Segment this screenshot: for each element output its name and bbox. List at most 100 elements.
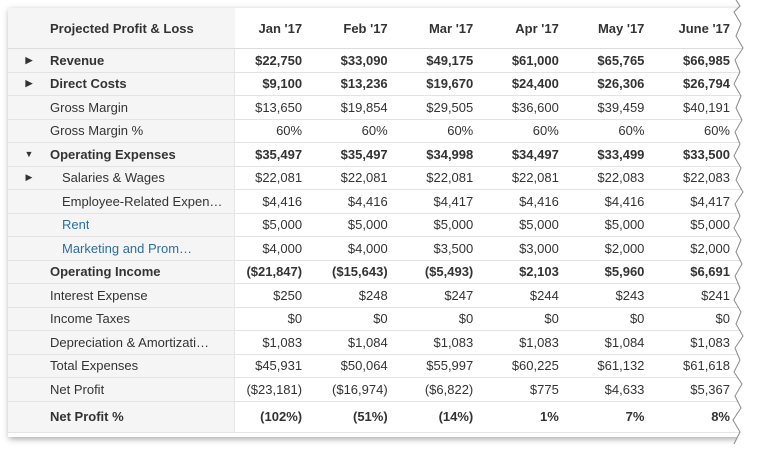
cell-income-taxes-apr: $0 bbox=[491, 307, 577, 331]
caret-right-icon[interactable]: ▶ bbox=[25, 54, 33, 65]
cell-direct-costs-feb: $13,236 bbox=[320, 72, 406, 96]
profit-loss-table: Projected Profit & Loss Jan '17 Feb '17 … bbox=[8, 8, 748, 433]
cell-marketing-mar: $3,500 bbox=[405, 236, 492, 261]
cell-operating-expenses-feb: $35,497 bbox=[320, 142, 406, 167]
row-label-cell[interactable]: ▶ Salaries & Wages bbox=[8, 166, 236, 190]
row-label-rent-link[interactable]: Rent bbox=[62, 217, 90, 233]
cell-direct-costs-june: $26,794 bbox=[662, 72, 748, 96]
cell-net-profit-june: $5,367 bbox=[662, 377, 748, 402]
row-label-direct-costs: Direct Costs bbox=[50, 76, 127, 92]
row-label-cell[interactable]: ▼ Operating Expenses bbox=[8, 142, 236, 167]
cell-net-profit-may: $4,633 bbox=[576, 377, 663, 402]
cell-operating-expenses-may: $33,499 bbox=[576, 142, 663, 167]
row-salaries-wages: ▶ Salaries & Wages $22,081 $22,081 $22,0… bbox=[8, 166, 748, 190]
cell-rent-apr: $5,000 bbox=[491, 213, 577, 237]
row-label-cell[interactable]: ▶ Revenue bbox=[8, 48, 236, 73]
caret-right-icon[interactable]: ▶ bbox=[25, 78, 33, 89]
row-label-cell: Gross Margin % bbox=[8, 119, 236, 143]
cell-direct-costs-apr: $24,400 bbox=[491, 72, 577, 96]
cell-employee-related-may: $4,416 bbox=[576, 189, 663, 214]
cell-salaries-wages-mar: $22,081 bbox=[405, 166, 492, 190]
row-label-total-expenses: Total Expenses bbox=[50, 358, 139, 374]
row-label-cell: Gross Margin bbox=[8, 95, 236, 120]
cell-salaries-wages-apr: $22,081 bbox=[491, 166, 577, 190]
row-label-marketing-promotion-link[interactable]: Marketing and Prom… bbox=[62, 240, 193, 256]
cell-operating-income-mar: ($5,493) bbox=[405, 260, 492, 284]
cell-total-expenses-mar: $55,997 bbox=[405, 354, 492, 378]
cell-direct-costs-mar: $19,670 bbox=[405, 72, 492, 96]
cell-depreciation-may: $1,084 bbox=[576, 330, 663, 355]
row-rent: Rent $5,000 $5,000 $5,000 $5,000 $5,000 … bbox=[8, 213, 748, 237]
cell-salaries-wages-jan: $22,081 bbox=[234, 166, 321, 190]
cell-net-profit-pct-mar: (14%) bbox=[405, 401, 492, 433]
cell-net-profit-apr: $775 bbox=[491, 377, 577, 402]
cell-total-expenses-jan: $45,931 bbox=[234, 354, 321, 378]
cell-direct-costs-may: $26,306 bbox=[576, 72, 663, 96]
cell-revenue-feb: $33,090 bbox=[320, 48, 406, 73]
cell-rent-june: $5,000 bbox=[662, 213, 748, 237]
cell-gross-margin-may: $39,459 bbox=[576, 95, 663, 120]
cell-rent-jan: $5,000 bbox=[234, 213, 321, 237]
cell-revenue-may: $65,765 bbox=[576, 48, 663, 73]
cell-interest-may: $243 bbox=[576, 283, 663, 308]
cell-revenue-june: $66,985 bbox=[662, 48, 748, 73]
row-revenue: ▶ Revenue $22,750 $33,090 $49,175 $61,00… bbox=[8, 48, 748, 73]
caret-right-icon[interactable]: ▶ bbox=[25, 172, 33, 183]
row-direct-costs: ▶ Direct Costs $9,100 $13,236 $19,670 $2… bbox=[8, 72, 748, 96]
month-header-june: June '17 bbox=[662, 8, 748, 49]
row-label-operating-income: Operating Income bbox=[50, 264, 161, 280]
cell-total-expenses-feb: $50,064 bbox=[320, 354, 406, 378]
cell-income-taxes-may: $0 bbox=[576, 307, 663, 331]
cell-operating-income-june: $6,691 bbox=[662, 260, 748, 284]
cell-depreciation-jan: $1,083 bbox=[234, 330, 321, 355]
row-operating-income: Operating Income ($21,847) ($15,643) ($5… bbox=[8, 260, 748, 284]
cell-gross-margin-feb: $19,854 bbox=[320, 95, 406, 120]
cell-employee-related-apr: $4,416 bbox=[491, 189, 577, 214]
cell-salaries-wages-june: $22,083 bbox=[662, 166, 748, 190]
row-operating-expenses: ▼ Operating Expenses $35,497 $35,497 $34… bbox=[8, 142, 748, 167]
row-label-cell: Total Expenses bbox=[8, 354, 236, 378]
caret-down-icon[interactable]: ▼ bbox=[24, 149, 34, 160]
cell-gross-margin-mar: $29,505 bbox=[405, 95, 492, 120]
cell-interest-jan: $250 bbox=[234, 283, 321, 308]
cell-operating-income-apr: $2,103 bbox=[491, 260, 577, 284]
cell-marketing-jan: $4,000 bbox=[234, 236, 321, 261]
row-label-net-profit-pct: Net Profit % bbox=[50, 409, 124, 424]
row-label-employee-related-expenses: Employee-Related Expen… bbox=[62, 193, 223, 209]
cell-net-profit-pct-june: 8% bbox=[662, 401, 748, 433]
cell-income-taxes-jan: $0 bbox=[234, 307, 321, 331]
cell-salaries-wages-feb: $22,081 bbox=[320, 166, 406, 190]
row-label-net-profit: Net Profit bbox=[50, 381, 105, 397]
row-label-cell[interactable]: ▶ Direct Costs bbox=[8, 72, 236, 96]
cell-total-expenses-june: $61,618 bbox=[662, 354, 748, 378]
row-label-cell: Net Profit bbox=[8, 377, 236, 402]
cell-operating-income-feb: ($15,643) bbox=[320, 260, 406, 284]
cell-operating-income-may: $5,960 bbox=[576, 260, 663, 284]
row-net-profit: Net Profit ($23,181) ($16,974) ($6,822) … bbox=[8, 377, 748, 402]
table-title: Projected Profit & Loss bbox=[8, 8, 235, 49]
row-depreciation-amortization: Depreciation & Amortizati… $1,083 $1,084… bbox=[8, 330, 748, 355]
cell-marketing-may: $2,000 bbox=[576, 236, 663, 261]
cell-operating-expenses-mar: $34,998 bbox=[405, 142, 492, 167]
header-row: Projected Profit & Loss Jan '17 Feb '17 … bbox=[8, 8, 748, 49]
cell-income-taxes-feb: $0 bbox=[320, 307, 406, 331]
cell-employee-related-feb: $4,416 bbox=[320, 189, 406, 214]
cell-net-profit-pct-may: 7% bbox=[576, 401, 663, 433]
month-header-mar: Mar '17 bbox=[405, 8, 492, 49]
cell-operating-expenses-june: $33,500 bbox=[662, 142, 748, 167]
cell-revenue-apr: $61,000 bbox=[491, 48, 577, 73]
row-label-cell: Rent bbox=[8, 213, 236, 237]
cell-salaries-wages-may: $22,083 bbox=[576, 166, 663, 190]
cell-total-expenses-apr: $60,225 bbox=[491, 354, 577, 378]
row-label-cell: Income Taxes bbox=[8, 307, 236, 331]
row-label-cell: Employee-Related Expen… bbox=[8, 189, 236, 214]
cell-income-taxes-june: $0 bbox=[662, 307, 748, 331]
month-header-feb: Feb '17 bbox=[320, 8, 406, 49]
cell-rent-mar: $5,000 bbox=[405, 213, 492, 237]
cell-total-expenses-may: $61,132 bbox=[576, 354, 663, 378]
cell-rent-may: $5,000 bbox=[576, 213, 663, 237]
row-label-cell: Net Profit % bbox=[8, 401, 236, 433]
cell-direct-costs-jan: $9,100 bbox=[234, 72, 321, 96]
cell-gross-margin-pct-june: 60% bbox=[662, 119, 748, 143]
